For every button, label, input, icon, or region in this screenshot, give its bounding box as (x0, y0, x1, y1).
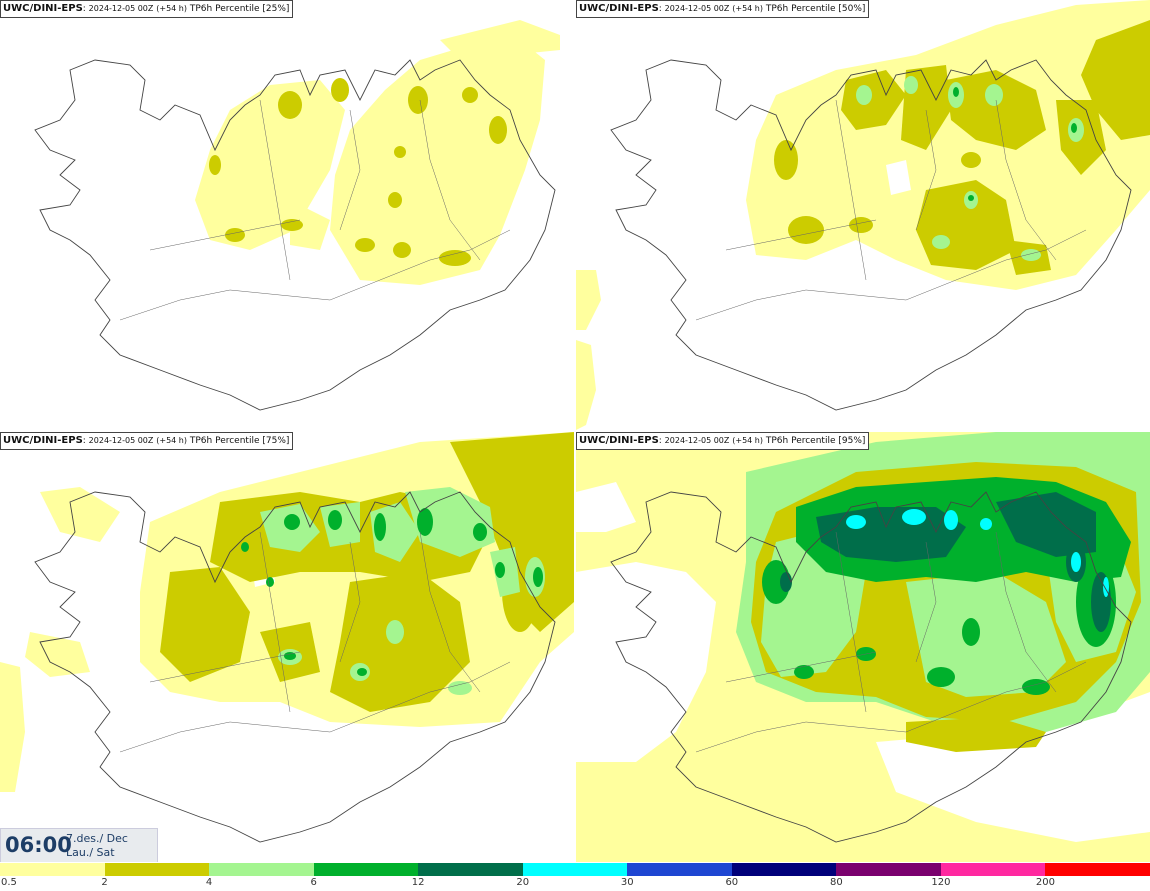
legend-swatch (731, 863, 837, 876)
precip-map-50 (576, 0, 1150, 430)
valid-date-line2: Lau./ Sat (66, 846, 115, 859)
panel-title: UWC/DINI-EPS: 2024-12-05 00Z (+54 h) TP6… (576, 432, 870, 450)
color-legend: 0.5 2 4 6 12 20 30 60 80 120 200 (0, 862, 1150, 891)
legend-swatch (104, 863, 210, 876)
precip-map-95 (576, 432, 1150, 862)
legend-tick-label: 120 (931, 877, 951, 888)
panel-title: UWC/DINI-EPS: 2024-12-05 00Z (+54 h) TP6… (576, 0, 870, 18)
legend-swatch (522, 863, 628, 876)
map-panel-95: UWC/DINI-EPS: 2024-12-05 00Z (+54 h) TP6… (576, 432, 1150, 862)
legend-swatch (627, 863, 733, 876)
panel-title: UWC/DINI-EPS: 2024-12-05 00Z (+54 h) TP6… (0, 432, 294, 450)
precip-map-25 (195, 20, 560, 285)
legend-tick-label: 4 (205, 877, 213, 888)
legend-swatch (313, 863, 419, 876)
legend-tick-label: 200 (1035, 877, 1055, 888)
valid-time: 06:00 (5, 833, 72, 857)
panel-divider-horizontal (0, 430, 1150, 432)
legend-tick-label: 60 (725, 877, 739, 888)
panel-title: UWC/DINI-EPS: 2024-12-05 00Z (+54 h) TP6… (0, 0, 294, 18)
legend-tick-label: 6 (310, 877, 317, 888)
precip-map-75 (0, 432, 574, 792)
map-panel-25: UWC/DINI-EPS: 2024-12-05 00Z (+54 h) TP6… (0, 0, 574, 430)
legend-tick-label: 2 (101, 877, 108, 888)
legend-tick-label: 80 (829, 877, 843, 888)
legend-swatch (836, 863, 942, 876)
legend-tick-label: 30 (620, 877, 634, 888)
legend-swatch (418, 863, 524, 876)
map-panel-75: UWC/DINI-EPS: 2024-12-05 00Z (+54 h) TP6… (0, 432, 574, 862)
legend-swatch (940, 863, 1046, 876)
legend-tick-label: 12 (411, 877, 425, 888)
legend-swatch (209, 863, 315, 876)
valid-time-box: 06:00 7.des./ Dec Lau./ Sat (0, 828, 158, 864)
valid-date-line1: 7.des./ Dec (66, 832, 128, 845)
legend-tick-label: 0.5 (1, 877, 17, 888)
legend-swatch (1045, 863, 1150, 876)
map-panel-50: UWC/DINI-EPS: 2024-12-05 00Z (+54 h) TP6… (576, 0, 1150, 430)
legend-tick-label: 20 (516, 877, 530, 888)
legend-swatch (0, 863, 106, 876)
